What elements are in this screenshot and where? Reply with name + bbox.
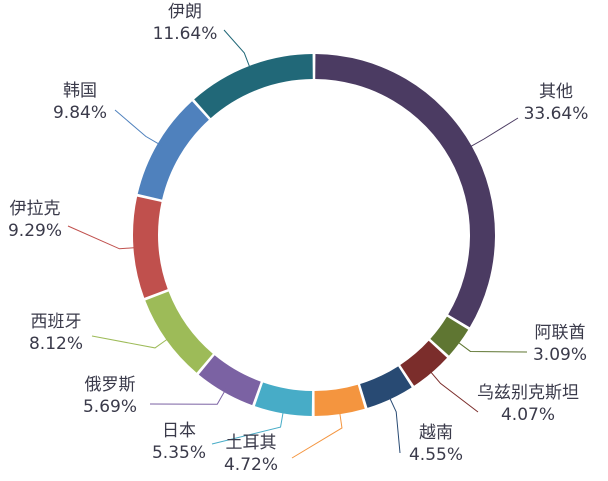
labels-group: 其他 33.64% 阿联酋 3.09% 乌兹别克斯坦 4.07% 越南 4.55% 土耳其 4.7… (8, 2, 588, 475)
label-西班牙: 西班牙 8.12% (29, 312, 83, 354)
slice-其他 (315, 54, 496, 328)
label-percent: 4.07% (501, 405, 555, 425)
label-name: 阿联酋 (535, 323, 586, 343)
leader-line-伊朗 (223, 29, 252, 70)
leader-line-越南 (388, 395, 401, 454)
label-name: 韩国 (63, 81, 97, 101)
label-name: 伊朗 (168, 2, 202, 22)
label-韩国: 韩国 9.84% (53, 81, 107, 123)
label-伊朗: 伊朗 11.64% (153, 2, 218, 44)
label-伊拉克: 伊拉克 9.29% (8, 199, 62, 241)
label-name: 越南 (419, 423, 453, 443)
label-name: 日本 (162, 421, 196, 441)
slice-西班牙 (145, 291, 213, 373)
label-name: 伊拉克 (10, 199, 61, 219)
slice-俄罗斯 (198, 355, 261, 406)
slices-group (132, 54, 496, 416)
leader-lines-group (67, 29, 528, 459)
label-其他: 其他 33.64% (524, 82, 589, 124)
label-name: 乌兹别克斯坦 (477, 383, 579, 403)
label-越南: 越南 4.55% (409, 423, 463, 465)
leader-line-俄罗斯 (149, 388, 227, 405)
leader-line-日本 (211, 409, 285, 445)
label-percent: 5.69% (83, 397, 137, 417)
label-乌兹别克斯坦: 乌兹别克斯坦 4.07% (477, 383, 579, 425)
label-日本: 日本 5.35% (152, 421, 206, 463)
slice-越南 (360, 366, 412, 408)
leader-line-伊拉克 (67, 225, 138, 250)
label-percent: 9.29% (8, 221, 62, 241)
label-percent: 4.55% (409, 445, 463, 465)
label-阿联酋: 阿联酋 3.09% (533, 323, 587, 365)
slice-阿联酋 (430, 316, 469, 356)
slice-日本 (254, 382, 313, 416)
label-percent: 8.12% (29, 334, 83, 354)
slice-土耳其 (314, 384, 365, 416)
leader-line-乌兹别克斯坦 (428, 369, 479, 413)
label-percent: 5.35% (152, 443, 206, 463)
label-土耳其: 土耳其 4.72% (224, 433, 278, 475)
label-俄罗斯: 俄罗斯 5.69% (83, 375, 137, 417)
label-name: 西班牙 (31, 312, 82, 332)
label-name: 土耳其 (226, 433, 277, 453)
label-percent: 3.09% (533, 345, 587, 365)
leader-line-阿联酋 (455, 340, 528, 353)
leader-line-韩国 (114, 109, 162, 146)
slice-乌兹别克斯坦 (400, 340, 448, 386)
slice-伊朗 (194, 54, 313, 119)
leader-line-土耳其 (291, 410, 343, 459)
label-percent: 4.72% (224, 455, 278, 475)
label-percent: 33.64% (524, 104, 589, 124)
label-name: 其他 (539, 82, 573, 102)
label-percent: 11.64% (153, 24, 218, 44)
label-percent: 9.84% (53, 103, 107, 123)
slice-韩国 (137, 101, 209, 200)
label-name: 俄罗斯 (85, 375, 136, 395)
leader-line-西班牙 (91, 335, 170, 349)
slice-伊拉克 (132, 196, 168, 298)
leader-line-其他 (467, 117, 519, 149)
